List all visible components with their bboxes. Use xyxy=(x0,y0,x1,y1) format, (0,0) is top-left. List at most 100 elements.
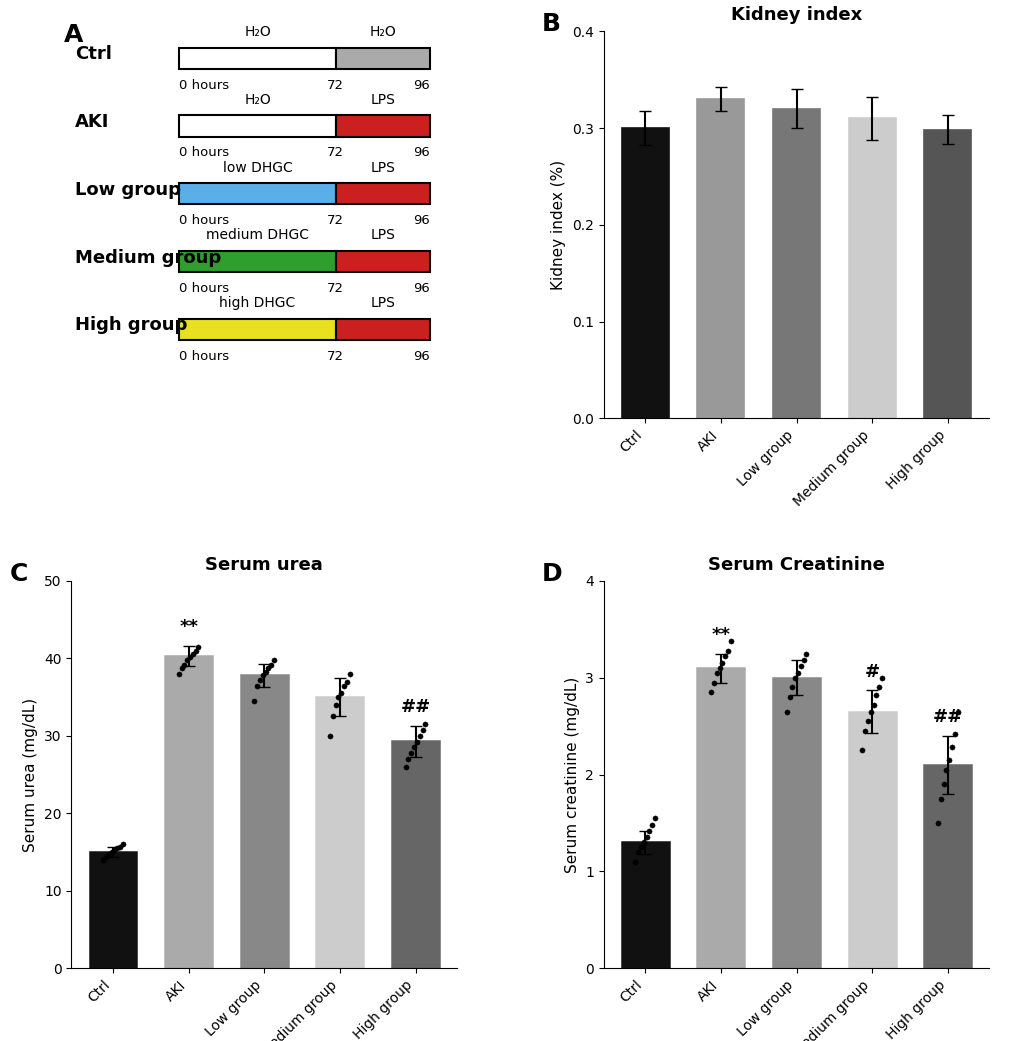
Text: **: ** xyxy=(179,618,198,636)
Point xyxy=(931,790,948,807)
Bar xyxy=(179,116,335,136)
Point xyxy=(787,669,803,686)
Text: H₂O: H₂O xyxy=(369,25,395,40)
Point xyxy=(864,696,880,713)
Text: LPS: LPS xyxy=(370,297,395,310)
Bar xyxy=(335,319,430,340)
Text: LPS: LPS xyxy=(370,160,395,175)
Point xyxy=(324,708,340,725)
Point xyxy=(184,645,201,662)
Title: Serum urea: Serum urea xyxy=(205,556,323,574)
Point xyxy=(181,649,198,665)
Point xyxy=(635,834,651,850)
Point xyxy=(341,665,358,682)
Bar xyxy=(335,48,430,69)
Point xyxy=(862,704,878,720)
Point xyxy=(112,838,128,855)
Point xyxy=(937,761,954,778)
Bar xyxy=(622,842,668,968)
Text: ##: ## xyxy=(400,699,430,716)
Bar xyxy=(772,678,819,968)
Bar xyxy=(90,852,137,968)
Point xyxy=(409,734,425,751)
Point xyxy=(705,675,721,691)
Title: Serum Creatinine: Serum Creatinine xyxy=(707,556,884,574)
Point xyxy=(338,674,355,690)
Text: 0 hours: 0 hours xyxy=(179,282,229,295)
Text: 96: 96 xyxy=(413,350,430,362)
Point xyxy=(719,642,736,659)
Text: ##: ## xyxy=(931,708,962,727)
Text: 96: 96 xyxy=(413,214,430,227)
Text: 96: 96 xyxy=(413,79,430,92)
Text: #: # xyxy=(864,663,878,681)
Point xyxy=(853,742,869,759)
Point xyxy=(644,816,660,833)
Point xyxy=(798,645,814,662)
Bar xyxy=(622,128,668,418)
Point xyxy=(708,664,725,681)
Point xyxy=(702,684,718,701)
Text: 0 hours: 0 hours xyxy=(179,147,229,159)
Point xyxy=(246,692,262,709)
Point xyxy=(946,726,962,742)
Text: 72: 72 xyxy=(327,79,343,92)
Point xyxy=(101,846,117,863)
Point xyxy=(721,633,738,650)
Text: Ctrl: Ctrl xyxy=(75,46,112,64)
Bar xyxy=(335,251,430,273)
Bar xyxy=(772,108,819,418)
Bar xyxy=(697,668,744,968)
Point xyxy=(627,854,643,870)
Bar xyxy=(848,712,895,968)
Point xyxy=(929,815,946,832)
Point xyxy=(777,704,794,720)
Point xyxy=(856,722,872,739)
Bar xyxy=(335,183,430,204)
Bar xyxy=(335,116,430,136)
Point xyxy=(414,721,430,738)
Point xyxy=(399,751,416,767)
Text: **: ** xyxy=(710,626,730,644)
Point xyxy=(263,656,279,672)
Text: Medium group: Medium group xyxy=(75,249,221,266)
Point xyxy=(176,656,193,672)
Point xyxy=(255,667,271,684)
Point xyxy=(333,685,350,702)
Point xyxy=(103,843,119,860)
Point xyxy=(870,679,887,695)
Text: 96: 96 xyxy=(413,282,430,295)
Bar xyxy=(179,319,335,340)
Point xyxy=(873,669,890,686)
Point xyxy=(179,652,196,668)
Point xyxy=(784,679,800,695)
Text: 72: 72 xyxy=(327,282,343,295)
Point xyxy=(716,649,733,665)
Point xyxy=(792,658,808,675)
Y-axis label: Kidney index (%): Kidney index (%) xyxy=(551,159,566,289)
Text: 72: 72 xyxy=(327,147,343,159)
Point xyxy=(335,678,352,694)
Point xyxy=(257,664,273,681)
Point xyxy=(106,842,122,859)
Point xyxy=(95,852,111,868)
Text: 96: 96 xyxy=(413,147,430,159)
Point xyxy=(406,739,422,756)
Point xyxy=(630,843,646,860)
Point xyxy=(795,652,811,668)
Point xyxy=(781,689,797,706)
Point xyxy=(632,839,648,856)
Point xyxy=(710,660,727,677)
Bar xyxy=(697,99,744,418)
Text: medium DHGC: medium DHGC xyxy=(206,228,309,243)
Text: AKI: AKI xyxy=(75,113,109,131)
Point xyxy=(109,840,125,857)
Point xyxy=(934,776,951,792)
Point xyxy=(859,713,875,730)
Point xyxy=(260,659,276,676)
Point xyxy=(397,759,414,776)
Point xyxy=(252,671,268,688)
Text: B: B xyxy=(541,11,560,35)
Text: low DHGC: low DHGC xyxy=(222,160,292,175)
Point xyxy=(114,836,130,853)
